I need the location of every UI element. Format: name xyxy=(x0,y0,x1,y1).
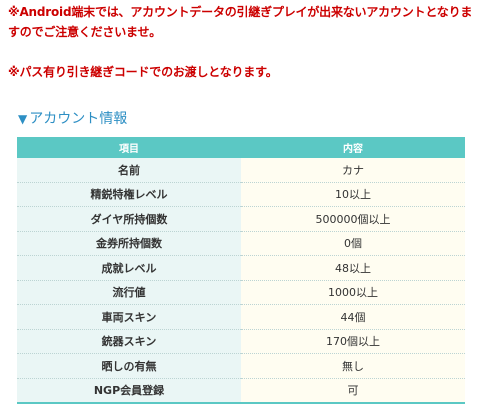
row-label: 名前 xyxy=(17,158,241,183)
row-label: 精鋭特権レベル xyxy=(17,182,241,207)
row-value: カナ xyxy=(241,158,465,183)
row-label: 車両スキン xyxy=(17,304,241,330)
triangle-down-icon: ▼ xyxy=(18,112,28,126)
row-value: 10以上 xyxy=(241,182,465,207)
table-row: 成就レベル 48以上 xyxy=(17,255,465,281)
row-label: 銃器スキン xyxy=(17,329,241,354)
table-row: 金券所持個数 0個 xyxy=(17,231,465,256)
table-row: 精鋭特権レベル 10以上 xyxy=(17,182,465,207)
row-value: 無し xyxy=(241,353,465,379)
table-row: 晒しの有無 無し xyxy=(17,353,465,379)
table-row: 車両スキン 44個 xyxy=(17,304,465,330)
table-row: NGP会員登録 可 xyxy=(17,378,465,404)
row-label: 晒しの有無 xyxy=(17,353,241,379)
row-value: 0個 xyxy=(241,231,465,256)
row-label: 成就レベル xyxy=(17,255,241,281)
table-row: 流行値 1000以上 xyxy=(17,280,465,305)
row-value: 48以上 xyxy=(241,255,465,281)
header-item: 項目 xyxy=(17,137,241,158)
row-value: 1000以上 xyxy=(241,280,465,305)
row-label: 金券所持個数 xyxy=(17,231,241,256)
section-title-account-info: ▼ アカウント情報 xyxy=(18,109,127,129)
table-row: 銃器スキン 170個以上 xyxy=(17,329,465,354)
account-info-table: 項目 内容 名前 カナ 精鋭特権レベル 10以上 ダイヤ所持個数 500000個… xyxy=(17,137,465,404)
row-label: ダイヤ所持個数 xyxy=(17,206,241,232)
table-row: 名前 カナ xyxy=(17,158,465,183)
notice-android: ※Android端末では、アカウントデータの引継ぎプレイが出来ないアカウントとな… xyxy=(8,5,473,39)
row-value: 可 xyxy=(241,378,465,404)
table-header-row: 項目 内容 xyxy=(17,137,465,158)
section-title-label: アカウント情報 xyxy=(29,111,128,127)
table-row: ダイヤ所持個数 500000個以上 xyxy=(17,206,465,232)
row-label: 流行値 xyxy=(17,280,241,305)
notice-passcode: ※パス有り引き継ぎコードでのお渡しとなります。 xyxy=(8,65,278,79)
row-value: 44個 xyxy=(241,304,465,330)
row-value: 170個以上 xyxy=(241,329,465,354)
row-label: NGP会員登録 xyxy=(17,378,241,404)
row-value: 500000個以上 xyxy=(241,206,465,232)
header-content: 内容 xyxy=(241,137,465,158)
